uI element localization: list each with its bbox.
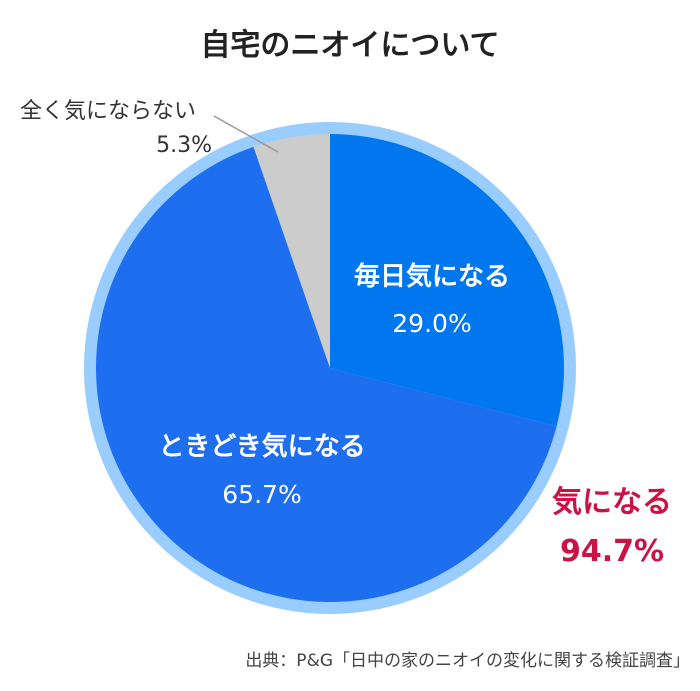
pie-slice-daily: [330, 134, 564, 427]
slice-label-daily: 毎日気になる: [354, 261, 510, 292]
slice-label-sometimes: ときどき気になる: [158, 431, 365, 462]
chart-title: 自宅のニオイについて: [200, 28, 499, 63]
slice-label-never: 全く気にならない: [20, 99, 196, 124]
slice-value-sometimes: 65.7%: [222, 480, 301, 509]
slice-value-never: 5.3%: [156, 133, 212, 158]
pie-slice-sometimes: [95, 146, 557, 603]
leader-line: [213, 115, 279, 153]
total-callout-value: 94.7%: [560, 534, 664, 569]
total-callout-label: 気になる: [552, 485, 672, 520]
slice-value-daily: 29.0%: [392, 309, 471, 338]
pie-slices: [95, 134, 564, 603]
source-note: 出典：P&G「日中の家のニオイの変化に関する検証調査」: [245, 651, 690, 671]
pie-slice-never: [253, 134, 330, 368]
